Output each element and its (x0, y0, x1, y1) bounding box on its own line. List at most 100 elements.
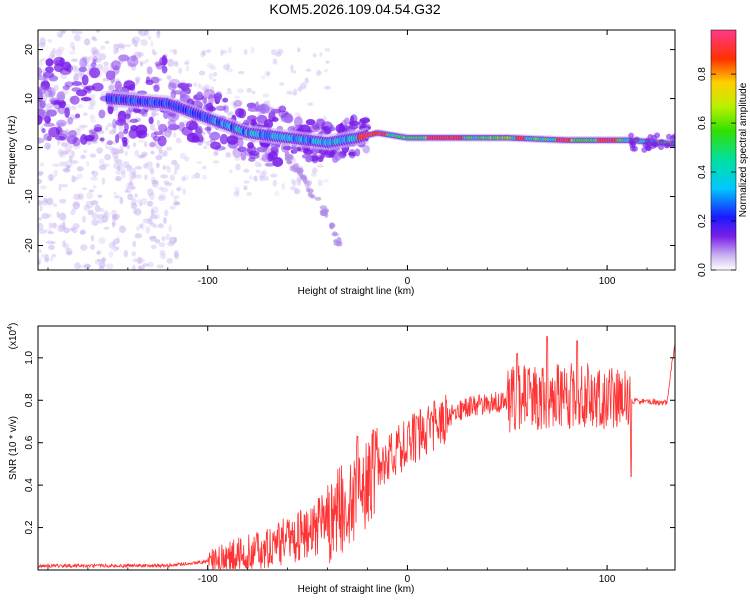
spectral-cell (151, 206, 159, 214)
spectral-cell (184, 89, 190, 94)
spectral-cell (176, 185, 183, 192)
spectral-cell (99, 208, 104, 212)
spectral-cell (276, 48, 284, 54)
spectral-cell (293, 88, 298, 96)
spectral-cell (72, 201, 81, 210)
spectral-cell (158, 193, 167, 200)
spectral-cell (124, 113, 131, 120)
spectral-cell (654, 132, 661, 139)
spectral-cell (92, 184, 97, 189)
spectral-cell (104, 40, 110, 44)
snr-panel: -100 0 100 0.2 0.4 0.6 0.8 1.0 Height of strai… (7, 323, 676, 595)
spectral-cell (139, 223, 143, 229)
chart-title: KOM5.2026.109.04.54.G32 (269, 1, 440, 17)
spectral-cell (157, 223, 164, 229)
spectral-cell (308, 125, 320, 133)
spectral-cell (63, 227, 71, 234)
spectral-cell (113, 48, 117, 55)
spectral-cell (76, 173, 83, 180)
spectral-cell (136, 256, 143, 265)
spectral-cell (134, 165, 143, 170)
spectral-cell (39, 185, 47, 190)
spectral-cell (132, 208, 138, 215)
spectral-cell (107, 85, 115, 91)
spectral-cell (264, 162, 275, 167)
spectral-cell (71, 58, 78, 62)
spectral-cell (94, 259, 101, 265)
spectral-cell (70, 113, 76, 120)
spectral-cell (131, 37, 136, 45)
spectral-cell (70, 41, 75, 49)
spectral-cell (81, 215, 86, 224)
spectral-cell (74, 262, 81, 270)
spectral-cell (89, 153, 97, 158)
spectral-cell (117, 110, 127, 122)
spectral-cell (100, 45, 106, 51)
spectral-cell (231, 100, 235, 107)
spectral-cell (133, 208, 142, 217)
spectral-cell (59, 67, 72, 76)
spectral-cell (320, 129, 331, 135)
spectral-cell (112, 151, 119, 159)
spectral-cell (138, 30, 147, 37)
spectral-cell (290, 70, 297, 74)
spectral-cell (98, 237, 106, 245)
spectral-cell (69, 51, 76, 55)
spectral-cell (124, 44, 132, 48)
spectral-cell (132, 264, 136, 270)
spectral-cell (67, 116, 74, 125)
spectral-cell (122, 161, 130, 169)
spectral-cell (234, 156, 241, 161)
spectral-cell (161, 236, 166, 242)
spectral-cell (73, 142, 81, 150)
spectral-cell (314, 196, 322, 201)
spectral-cell (227, 88, 232, 92)
spectral-cell (104, 142, 109, 149)
spectral-cell (41, 212, 50, 220)
spectral-cell (140, 153, 147, 158)
spectral-cell (111, 60, 121, 71)
spectral-cell (48, 222, 53, 229)
spectral-cell (175, 137, 182, 144)
spectral-cell (45, 58, 54, 67)
spectral-cell (62, 222, 66, 230)
spectral-cell (53, 56, 66, 67)
spectral-cell (116, 159, 123, 165)
spectral-cell (229, 169, 233, 174)
spectral-cell (173, 61, 178, 66)
spectral-cell (243, 185, 248, 191)
spectral-cell (210, 141, 222, 150)
spectral-cell (160, 253, 166, 260)
spectral-cell (90, 176, 98, 181)
spectral-cell (259, 157, 266, 161)
y-tick-label: 10 (24, 93, 35, 105)
spectral-cell (129, 118, 139, 123)
spectral-cell (97, 194, 103, 198)
spectral-cell (303, 149, 314, 155)
spectral-cell (225, 152, 232, 158)
spectral-cell (59, 198, 67, 204)
spectral-cell (158, 242, 166, 248)
spectral-cell (150, 244, 157, 250)
spectral-cell (117, 131, 124, 139)
spectral-cell (98, 24, 104, 28)
spectral-cell (234, 95, 241, 100)
spectral-cell (166, 257, 173, 264)
spectral-cell (167, 128, 172, 134)
spectral-cell (38, 114, 43, 125)
spectral-cell (259, 171, 266, 179)
spectral-cell (317, 179, 323, 187)
spectral-cell (127, 193, 134, 201)
spectral-cell (130, 186, 136, 190)
spectral-cell (129, 165, 133, 170)
spectral-cell (50, 241, 56, 245)
spectral-cell (145, 226, 151, 234)
spectral-cell (148, 116, 154, 125)
spectral-cell (44, 115, 51, 124)
spectral-cell (85, 85, 96, 91)
spectral-cell (73, 34, 81, 42)
spectral-cell (143, 163, 149, 169)
spectral-cell (56, 91, 66, 102)
spectral-cell (62, 240, 67, 248)
